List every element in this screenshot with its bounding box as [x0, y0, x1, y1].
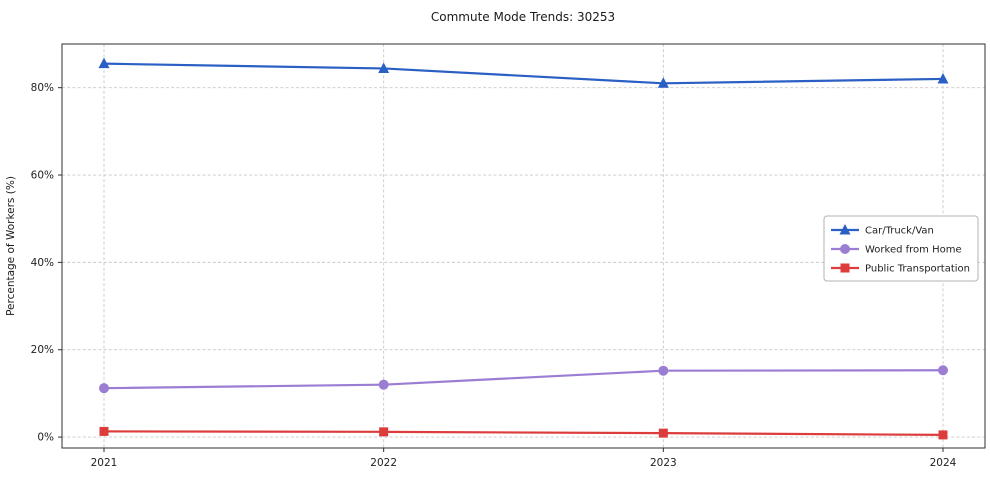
- legend-label-worked-from-home: Worked from Home: [865, 245, 962, 256]
- marker-square-icon: [99, 426, 109, 436]
- x-tick-label: 2021: [91, 457, 118, 469]
- marker-triangle-icon: [657, 77, 669, 88]
- y-tick-label: 0%: [37, 432, 54, 444]
- marker-square-icon: [840, 263, 850, 273]
- marker-circle-icon: [99, 383, 109, 394]
- y-tick-label: 60%: [31, 170, 54, 182]
- x-tick-label: 2024: [930, 457, 957, 469]
- marker-circle-icon: [840, 244, 850, 254]
- x-tick-label: 2023: [650, 457, 677, 469]
- marker-square-icon: [379, 427, 389, 437]
- marker-circle-icon: [378, 379, 389, 390]
- y-tick-label: 20%: [31, 344, 54, 356]
- marker-square-icon: [938, 430, 948, 440]
- legend-label-car-truck-van: Car/Truck/Van: [865, 226, 934, 237]
- marker-square-icon: [658, 428, 668, 438]
- marker-triangle-icon: [378, 62, 390, 73]
- y-axis-label: Percentage of Workers (%): [5, 176, 17, 316]
- plot-border: [61, 43, 986, 449]
- series-line-public-transportation: [102, 430, 945, 436]
- y-tick-label: 80%: [31, 82, 54, 94]
- series-line-worked-from-home: [102, 369, 945, 390]
- chart-title: Commute Mode Trends: 30253: [431, 10, 615, 24]
- marker-triangle-icon: [937, 72, 949, 84]
- marker-circle-icon: [938, 365, 948, 376]
- legend-label-public-transportation: Public Transportation: [865, 264, 970, 275]
- legend: [823, 215, 979, 282]
- marker-triangle-icon: [98, 57, 110, 69]
- series-line-car-truck-van: [102, 62, 945, 85]
- marker-circle-icon: [658, 365, 669, 376]
- marker-triangle-icon: [839, 224, 851, 235]
- plot-area: 0% 20% 40% 60% 80% 2021 2022 2023 2024 Car/Truck/…: [31, 43, 986, 469]
- x-tick-label: 2022: [370, 457, 397, 469]
- y-tick-label: 40%: [31, 257, 54, 269]
